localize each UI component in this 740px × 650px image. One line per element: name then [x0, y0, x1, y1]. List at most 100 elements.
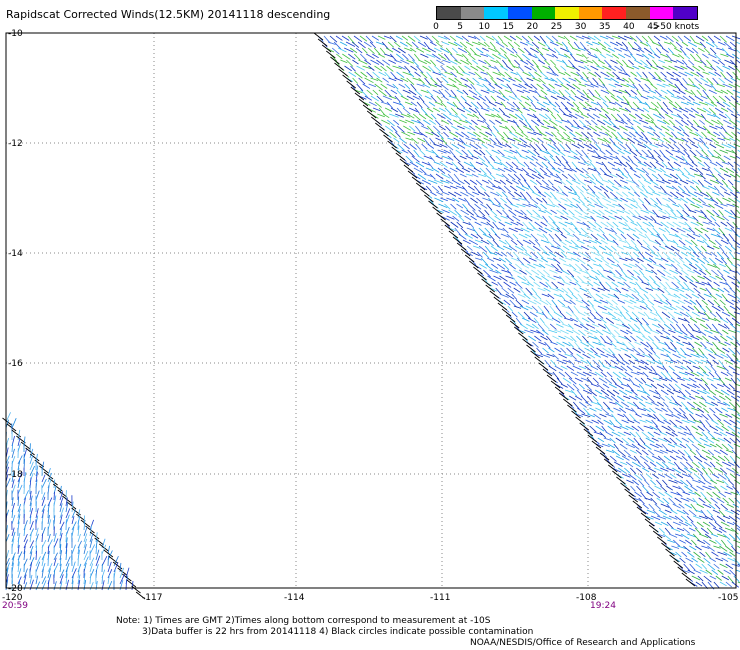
wind-barb	[410, 65, 418, 71]
wind-barb	[600, 389, 610, 397]
wind-barb	[679, 443, 687, 449]
wind-barb	[632, 497, 642, 501]
wind-barb	[601, 293, 610, 299]
wind-barb	[706, 209, 715, 217]
wind-barb	[399, 119, 407, 124]
wind-barb	[474, 89, 482, 97]
wind-barb	[632, 479, 640, 486]
wind-barb	[578, 101, 587, 109]
wind-barb	[703, 143, 710, 150]
wind-barb	[520, 209, 527, 216]
wind-barb	[695, 563, 703, 569]
wind-barb	[730, 395, 740, 402]
wind-barb	[391, 47, 401, 54]
wind-barb	[644, 83, 651, 90]
wind-barb	[702, 203, 711, 208]
wind-barb	[520, 59, 529, 65]
wind-barb	[448, 209, 458, 216]
wind-barb	[648, 239, 659, 245]
wind-barb	[523, 143, 531, 148]
wind-barb	[581, 113, 589, 119]
wind-barb	[676, 209, 684, 217]
wind-barb	[611, 317, 620, 321]
wind-barb	[719, 581, 727, 587]
wind-barb	[559, 293, 566, 301]
wind-barb	[382, 95, 392, 100]
wind-barb	[700, 59, 707, 66]
wind-barb	[23, 582, 28, 591]
wind-barb	[713, 185, 720, 192]
wind-barb	[603, 401, 611, 410]
wind-barb	[734, 347, 740, 355]
wind-barb	[437, 185, 444, 192]
wind-barb	[713, 299, 721, 307]
wind-barb	[718, 227, 726, 236]
wind-barb	[663, 41, 672, 45]
wind-barb	[505, 293, 515, 300]
wind-barb	[571, 161, 579, 170]
wind-barb	[510, 239, 518, 246]
wind-barb	[670, 509, 678, 515]
wind-barb	[29, 520, 34, 531]
wind-barb	[501, 41, 508, 47]
wind-barb	[416, 65, 424, 74]
wind-barb	[634, 227, 643, 234]
wind-barb	[652, 509, 660, 517]
wind-barb	[634, 491, 642, 498]
wind-barb	[721, 143, 731, 149]
wind-barb	[536, 65, 543, 74]
wind-barb	[634, 341, 642, 346]
wind-barb	[480, 221, 489, 226]
wind-barb	[506, 83, 512, 90]
wind-barb	[490, 245, 498, 252]
wind-barb	[447, 119, 453, 125]
wind-barb	[549, 155, 556, 162]
wind-barb	[689, 113, 696, 118]
wind-barb	[595, 257, 603, 263]
wind-barb	[699, 305, 706, 313]
wind-barb	[629, 167, 637, 173]
edge-barb	[624, 488, 634, 497]
wind-barb	[652, 341, 659, 349]
wind-barb	[582, 239, 592, 243]
wind-barb	[646, 209, 656, 215]
wind-barb	[604, 395, 613, 401]
wind-barb	[605, 35, 614, 40]
wind-barb	[357, 41, 366, 49]
wind-barb	[643, 179, 652, 185]
wind-barb	[471, 119, 478, 126]
wind-barb	[582, 371, 592, 377]
wind-barb	[638, 383, 645, 390]
wind-barb	[386, 83, 396, 89]
wind-barb	[605, 281, 612, 288]
wind-barb	[716, 47, 725, 51]
wind-barb	[599, 299, 609, 304]
wind-barb	[597, 155, 607, 160]
wind-barb	[527, 113, 537, 119]
wind-barb	[460, 113, 468, 119]
wind-barb	[652, 191, 661, 196]
wind-barb	[579, 323, 589, 330]
wind-barb	[600, 71, 610, 78]
wind-barb	[510, 203, 519, 208]
wind-barb	[707, 35, 715, 43]
wind-barb	[637, 257, 644, 262]
wind-barb	[431, 131, 440, 138]
wind-barb	[678, 353, 687, 359]
wind-barb	[555, 41, 563, 46]
wind-barb	[662, 365, 669, 373]
wind-barb	[561, 155, 569, 164]
wind-barb	[430, 77, 438, 85]
wind-barb	[472, 227, 478, 235]
wind-barb	[583, 275, 591, 281]
wind-barb	[603, 41, 611, 48]
wind-barb	[707, 563, 716, 571]
wind-barb	[688, 473, 694, 480]
wind-barb	[645, 41, 652, 48]
wind-barb	[693, 173, 703, 178]
scale-swatch	[626, 7, 650, 19]
wind-barb	[17, 576, 22, 585]
wind-barb	[733, 293, 740, 300]
wind-barb	[422, 83, 430, 89]
wind-barb	[525, 269, 533, 276]
